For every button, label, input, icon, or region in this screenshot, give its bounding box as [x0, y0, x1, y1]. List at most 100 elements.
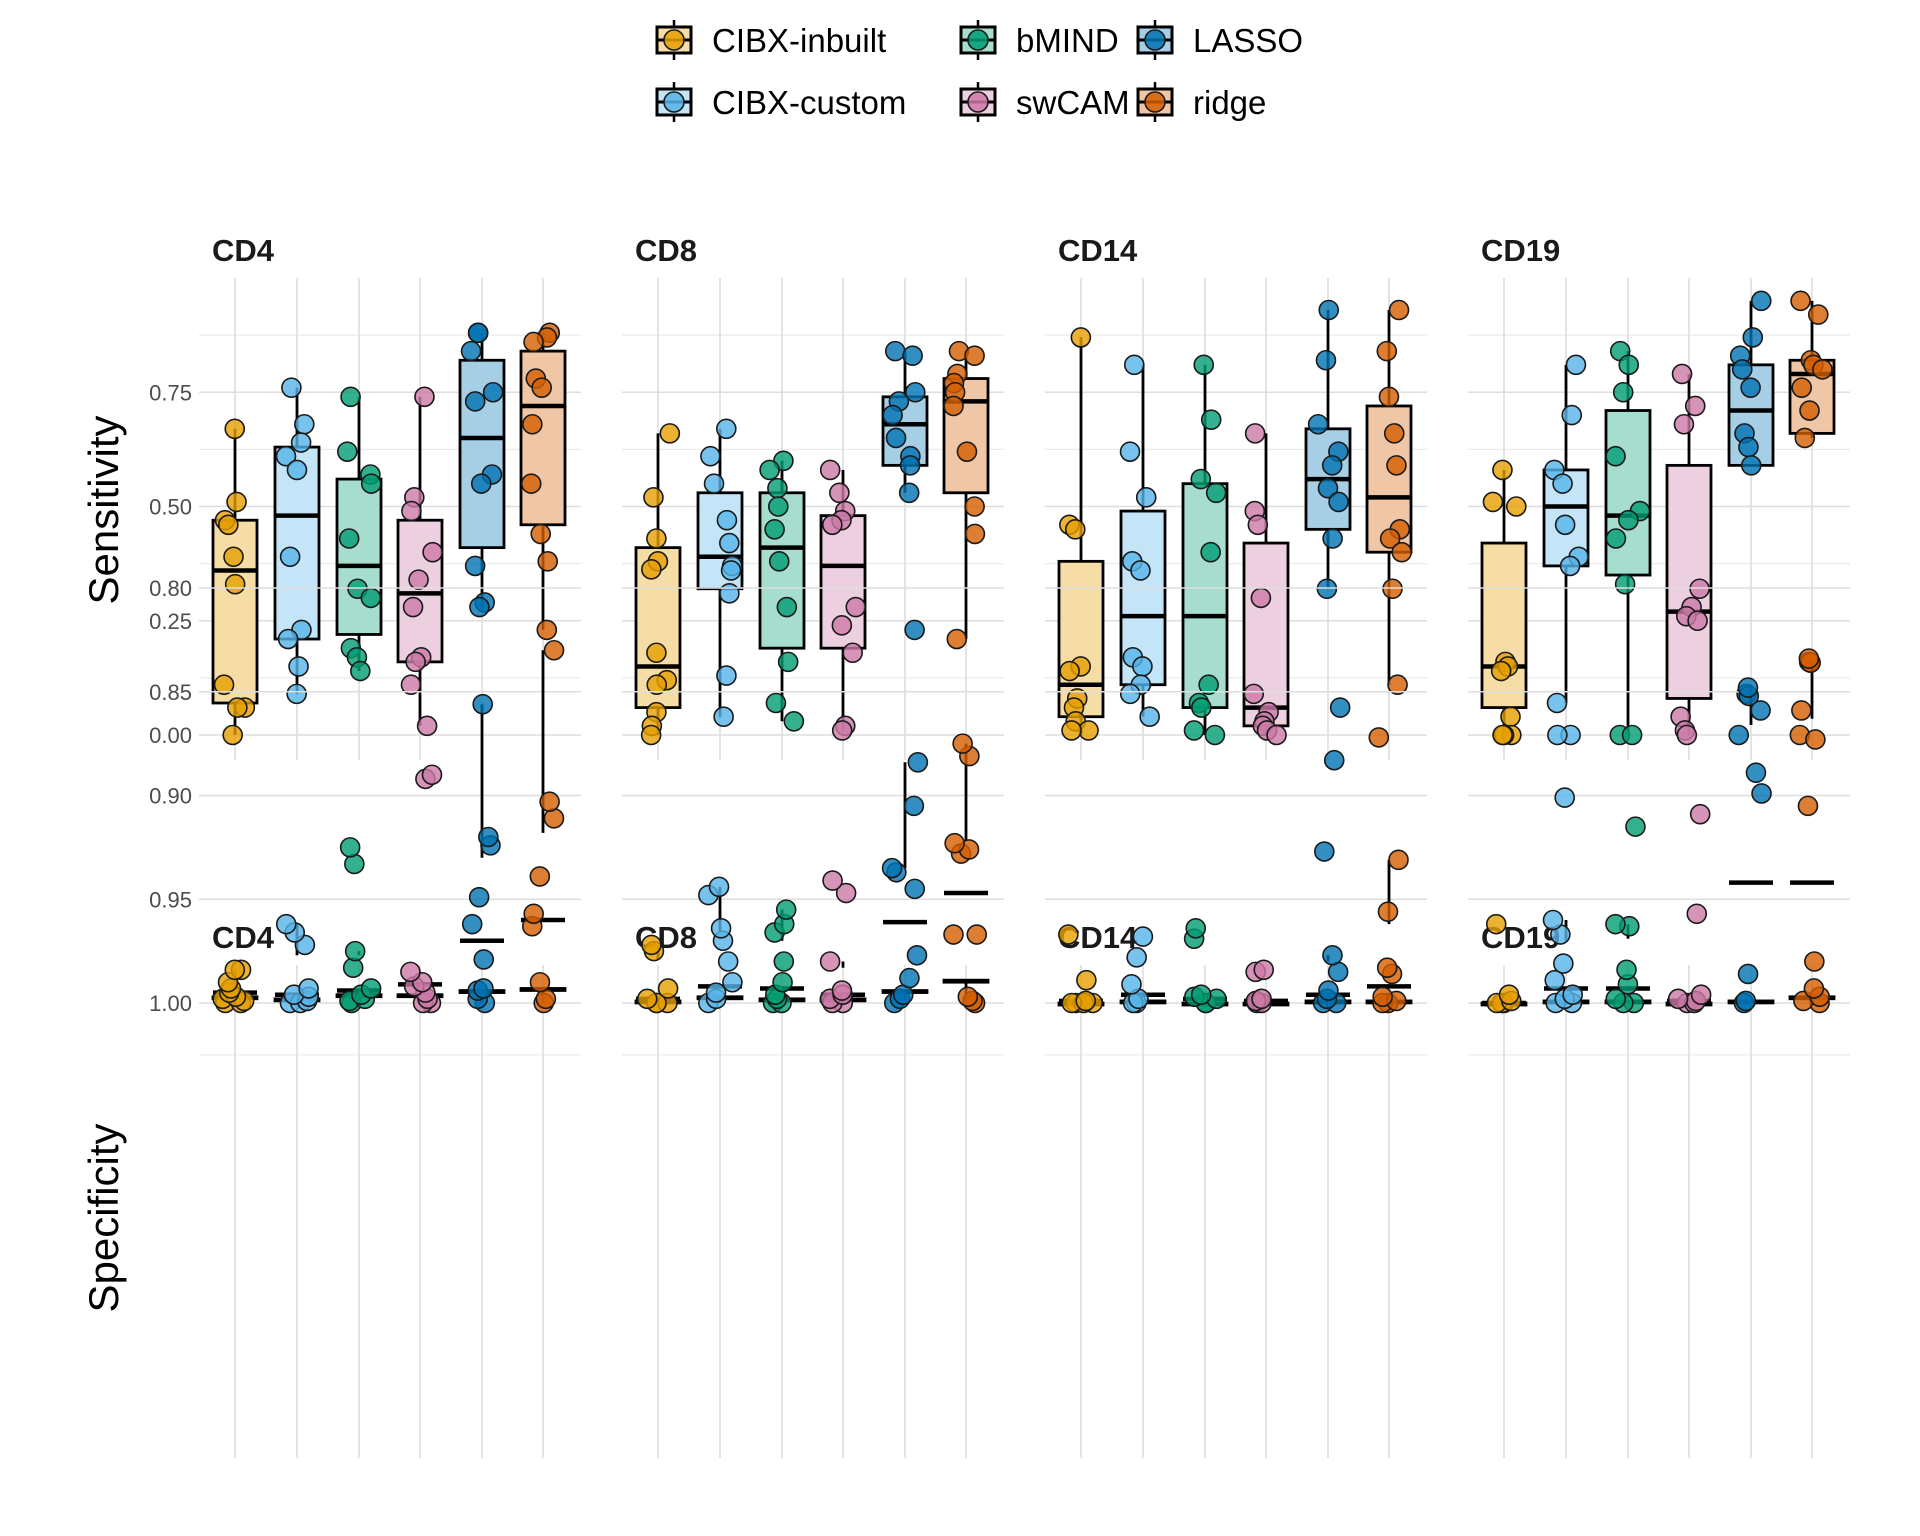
data-point — [224, 573, 246, 595]
panel-title: CD8 — [635, 233, 697, 268]
data-point — [1387, 674, 1408, 696]
data-point — [822, 514, 843, 536]
data-point — [1686, 903, 1708, 925]
data-point — [1059, 660, 1080, 682]
data-point — [1671, 363, 1693, 385]
data-point — [1200, 409, 1222, 430]
data-point — [899, 455, 921, 476]
box — [335, 477, 383, 636]
data-point — [1612, 381, 1634, 403]
data-point — [223, 546, 244, 568]
data-point — [1492, 459, 1513, 481]
data-point — [1204, 724, 1226, 746]
data-point — [279, 546, 301, 568]
legend-item-cibx-inbuilt: CIBX-inbuilt — [655, 20, 886, 60]
data-point — [831, 980, 853, 1001]
data-point — [903, 795, 925, 817]
data-point — [957, 986, 979, 1008]
boxplot-ridge — [1365, 299, 1413, 696]
data-point — [1492, 724, 1513, 746]
data-point — [641, 934, 662, 956]
boxplot-swcam — [1242, 423, 1290, 746]
data-point — [1791, 377, 1813, 398]
data-point — [641, 559, 662, 580]
data-point — [1490, 660, 1512, 682]
data-point — [1737, 963, 1759, 985]
data-point — [1376, 340, 1398, 362]
boxplot-swcam — [396, 386, 444, 737]
boxplot-ridge — [519, 322, 567, 641]
data-point — [1554, 787, 1576, 808]
data-point — [338, 528, 360, 549]
boxplot-cibx-custom — [696, 876, 744, 1014]
data-point — [1123, 354, 1145, 376]
legend-item-lasso: LASSO — [1136, 20, 1303, 60]
data-point — [767, 496, 789, 517]
data-point — [1388, 299, 1410, 321]
y-axis-title-specificity: Specificity — [80, 1123, 127, 1312]
data-point — [1064, 519, 1086, 540]
data-point — [226, 491, 247, 513]
data-point — [1684, 395, 1706, 417]
data-point — [716, 418, 737, 440]
data-point — [360, 473, 382, 494]
boxplot-cibx-inbuilt — [634, 559, 682, 1014]
panel-title: CD4 — [212, 233, 275, 268]
data-point — [1750, 290, 1772, 312]
data-point — [1119, 683, 1141, 705]
data-point — [1243, 683, 1265, 705]
data-point — [414, 386, 435, 408]
data-point — [1742, 327, 1764, 348]
legend-key-icon — [959, 82, 997, 122]
data-point — [705, 982, 727, 1003]
data-point — [1553, 953, 1574, 974]
boxplot-cibx-inbuilt — [1480, 459, 1528, 746]
data-point — [520, 473, 542, 494]
data-point — [1250, 587, 1272, 609]
legend-label: ridge — [1193, 84, 1266, 121]
data-point — [966, 924, 988, 945]
data-point — [339, 837, 361, 858]
panel-sensitivity-cd19: CD19 — [1468, 233, 1850, 760]
data-point — [1135, 487, 1157, 508]
boxplot-lasso — [1304, 749, 1352, 1014]
data-point — [275, 445, 297, 467]
data-point — [831, 720, 853, 741]
data-point — [224, 959, 246, 981]
data-point — [946, 628, 968, 650]
data-point — [360, 978, 382, 999]
data-point — [646, 674, 668, 696]
data-point — [360, 587, 382, 609]
data-point — [1075, 990, 1097, 1012]
data-point — [1318, 980, 1339, 1001]
data-point — [1058, 924, 1079, 945]
legend-key-icon — [1136, 82, 1174, 122]
data-point — [482, 381, 504, 403]
data-point — [1315, 349, 1337, 371]
boxplot-ridge — [942, 340, 990, 650]
data-point — [529, 971, 551, 993]
data-point — [340, 386, 361, 408]
data-point — [899, 967, 920, 989]
data-point — [1379, 528, 1401, 549]
data-point — [1751, 783, 1772, 804]
data-point — [460, 340, 482, 362]
data-point — [1200, 541, 1221, 563]
data-point — [1061, 720, 1082, 741]
data-point — [1266, 724, 1287, 746]
data-point — [952, 733, 973, 754]
data-point — [904, 878, 926, 900]
data-point — [1318, 299, 1340, 321]
data-point — [1790, 290, 1811, 312]
data-point — [1542, 909, 1564, 931]
legend-key-icon — [655, 20, 693, 60]
data-point — [719, 532, 740, 554]
data-point — [421, 764, 443, 786]
data-point — [1554, 514, 1576, 536]
legend-item-swcam: swCAM — [959, 82, 1130, 122]
box — [396, 518, 444, 664]
data-point — [1616, 959, 1637, 981]
data-point — [400, 674, 422, 696]
data-point — [657, 978, 679, 999]
data-point — [819, 459, 841, 481]
